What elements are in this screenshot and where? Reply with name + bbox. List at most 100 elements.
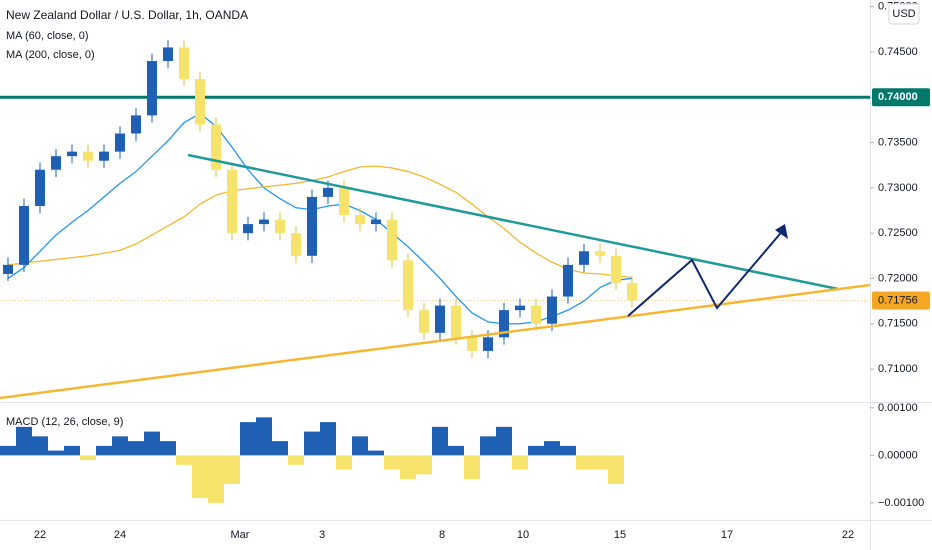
candle-body (211, 124, 221, 170)
candle-body (195, 79, 205, 125)
candle-body (51, 156, 61, 170)
candle-body (387, 219, 397, 261)
candle-body (419, 310, 429, 333)
macd-bar (0, 445, 16, 456)
currency-box[interactable] (888, 3, 920, 25)
candle-body (371, 219, 381, 225)
price-label: 0.74000 (878, 91, 918, 103)
y-tick-label: 0.00100 (878, 402, 918, 414)
candle-body (147, 61, 157, 116)
y-tick-label: 0.71500 (878, 318, 918, 330)
macd-bar (496, 426, 512, 456)
macd-bar (352, 436, 368, 456)
macd-bar (368, 450, 384, 456)
x-tick-label: 24 (114, 529, 126, 541)
x-tick-label: 22 (842, 529, 854, 541)
candle-body (611, 255, 621, 283)
macd-bar (272, 441, 288, 456)
candle-body (627, 282, 637, 301)
indicator-label: MA (60, close, 0) (6, 30, 89, 42)
macd-bar (80, 455, 96, 461)
trendline (187, 153, 839, 291)
moving-average (7, 165, 633, 279)
macd-bar (336, 455, 352, 470)
macd-bar (480, 436, 496, 456)
candle-body (323, 187, 333, 197)
macd-bar (208, 455, 224, 503)
y-tick-label: 0.73000 (878, 182, 918, 194)
macd-bar (128, 441, 144, 456)
indicator-label: MA (200, close, 0) (6, 49, 95, 61)
x-tick-label: 17 (721, 529, 733, 541)
candle-body (483, 337, 493, 351)
trendline (0, 283, 871, 400)
macd-bar (544, 441, 560, 456)
macd-bar (608, 455, 624, 484)
macd-bar (192, 455, 208, 499)
candle-body (243, 224, 253, 234)
y-tick-label: 0.00000 (878, 449, 918, 461)
macd-bar (592, 455, 608, 470)
arrow-head (775, 224, 788, 239)
macd-bar (400, 455, 416, 480)
macd-bar (16, 426, 32, 456)
macd-bar (176, 455, 192, 465)
x-tick-label: Mar (231, 529, 250, 541)
macd-bar (144, 431, 160, 456)
macd-bar (288, 455, 304, 465)
x-tick-label: 3 (319, 529, 325, 541)
y-tick-label: 0.74500 (878, 46, 918, 58)
macd-bar (416, 455, 432, 475)
candle-body (515, 305, 525, 311)
macd-bar (32, 436, 48, 456)
macd-bar (112, 436, 128, 456)
macd-bar (528, 445, 544, 456)
candle-body (275, 219, 285, 234)
candle-body (163, 47, 173, 62)
macd-bar (64, 445, 80, 456)
candle-body (179, 47, 189, 80)
macd-bar (304, 431, 320, 456)
macd-bar (464, 455, 480, 480)
y-tick-label: −0.00100 (878, 497, 924, 509)
candle-body (547, 296, 557, 324)
y-tick-label: 0.73500 (878, 136, 918, 148)
candle-body (579, 251, 589, 265)
candle-body (563, 264, 573, 297)
projection-path (627, 227, 786, 317)
y-tick-label: 0.71000 (878, 363, 918, 375)
macd-bar (560, 445, 576, 456)
chart-title: New Zealand Dollar / U.S. Dollar, 1h, OA… (6, 8, 248, 22)
macd-bar (512, 455, 528, 470)
candle-body (339, 187, 349, 216)
candle-body (403, 260, 413, 311)
candle-body (19, 205, 29, 265)
macd-bar (320, 422, 336, 456)
candle-body (435, 305, 445, 333)
price-label-box (872, 88, 930, 107)
moving-average (7, 112, 633, 325)
candle-body (467, 337, 477, 351)
candle-body (451, 305, 461, 338)
candle-body (227, 169, 237, 234)
macd-bar (448, 445, 464, 456)
x-tick-label: 22 (34, 529, 46, 541)
y-tick-label: 0.72500 (878, 227, 918, 239)
candle-body (291, 233, 301, 256)
candle-body (259, 219, 269, 225)
candle-body (115, 133, 125, 152)
candle-body (67, 151, 77, 157)
candle-body (131, 115, 141, 134)
candle-body (3, 264, 13, 274)
macd-bar (224, 455, 240, 484)
y-tick-label: 0.72000 (878, 272, 918, 284)
candle-body (595, 251, 605, 256)
macd-bar (384, 455, 400, 470)
macd-bar (96, 445, 112, 456)
currency[interactable]: USD (892, 8, 915, 20)
candle-body (99, 151, 109, 161)
candle-body (83, 151, 93, 161)
candle-body (499, 310, 509, 338)
x-tick-label: 8 (439, 529, 445, 541)
